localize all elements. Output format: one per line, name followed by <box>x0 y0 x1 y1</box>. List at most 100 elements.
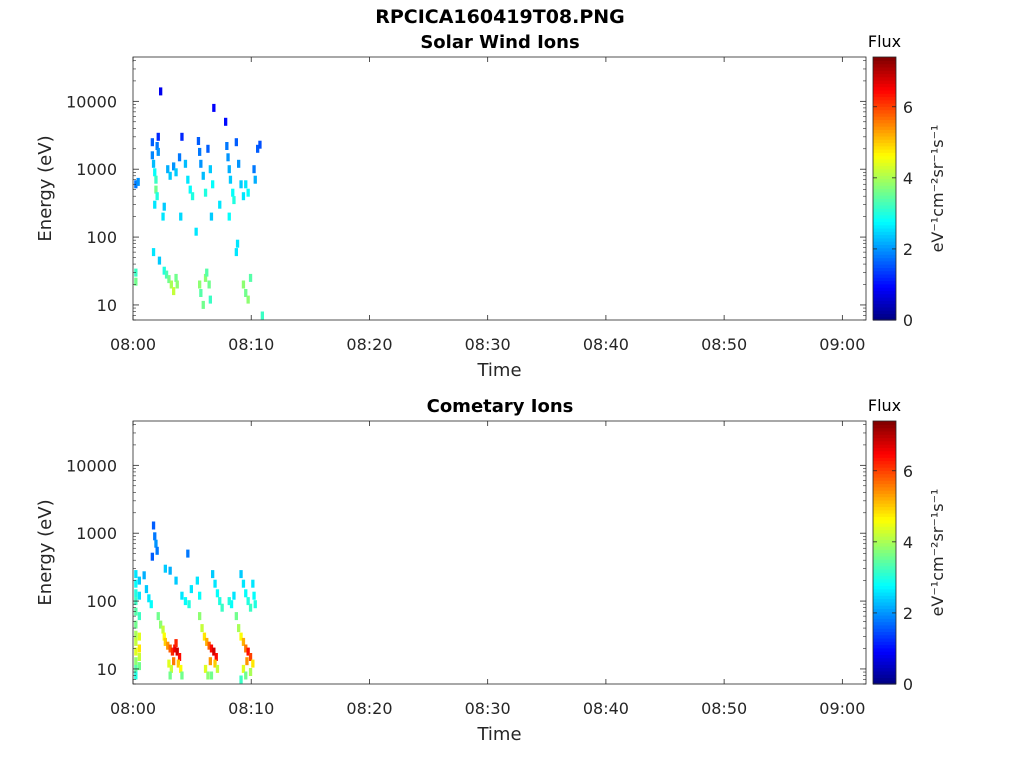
colorbar-step <box>873 483 896 488</box>
heatmap-cell <box>228 175 233 184</box>
x-axis-label: Time <box>476 724 521 745</box>
heatmap-cell <box>168 671 172 680</box>
heatmap-cell <box>234 612 238 621</box>
heatmap-cell <box>196 137 201 145</box>
colorbar-step <box>873 634 896 639</box>
heatmap-cell <box>137 591 141 600</box>
colorbar-step <box>873 536 896 540</box>
heatmap-cell <box>237 159 241 168</box>
colorbar-step <box>873 519 896 524</box>
heatmap-cell <box>198 280 202 289</box>
colorbar-step <box>873 224 896 229</box>
colorbar-step <box>873 231 896 236</box>
colorbar-tick-label: 6 <box>903 98 913 117</box>
heatmap-cell <box>157 256 162 265</box>
heatmap-cells <box>134 521 257 684</box>
colorbar-step <box>873 264 896 268</box>
colorbar-step <box>873 601 896 606</box>
colorbar-step <box>873 467 896 471</box>
colorbar-step <box>873 421 896 425</box>
heatmap-cell <box>155 546 159 555</box>
colorbar-tick-label: 0 <box>903 675 913 694</box>
heatmap-cell <box>198 591 202 600</box>
heatmap-cell <box>224 117 228 126</box>
heatmap-cell <box>155 192 159 201</box>
heatmap-cell <box>232 591 236 600</box>
colorbar-step <box>873 126 896 130</box>
colorbar-step <box>873 637 896 642</box>
x-tick-label: 09:00 <box>819 699 865 718</box>
colorbar-step <box>873 227 896 232</box>
colorbar: 0 2 4 6 Flux eV⁻¹cm⁻²sr⁻¹s⁻¹ <box>868 396 947 694</box>
x-tick-label: 08:50 <box>701 335 747 354</box>
colorbar-step <box>873 476 896 481</box>
heatmap-cell <box>220 603 224 612</box>
colorbar-step <box>873 201 896 206</box>
heatmap-cell <box>246 597 250 606</box>
heatmap-cell <box>147 594 151 603</box>
axes-frame <box>132 56 867 321</box>
colorbar-step <box>873 152 896 157</box>
x-tick-label: 08:10 <box>228 335 274 354</box>
heatmap-cell <box>198 612 202 621</box>
heatmap-cell <box>150 138 154 147</box>
colorbar-step <box>873 109 896 114</box>
heatmap-cell <box>174 576 178 585</box>
heatmap-cell <box>161 212 165 221</box>
heatmap-cells <box>134 87 264 320</box>
colorbar-step <box>873 618 896 623</box>
heatmap-cell <box>244 289 248 297</box>
heatmap-cell <box>189 585 193 594</box>
heatmap-cell <box>209 644 214 653</box>
heatmap-cell <box>134 570 138 579</box>
colorbar-step <box>873 247 896 252</box>
colorbar-step <box>873 539 896 544</box>
colorbar-step <box>873 63 896 68</box>
heatmap-cell <box>134 637 138 646</box>
heatmap-cell <box>208 657 212 666</box>
heatmap-cell <box>172 287 176 296</box>
heatmap-cell <box>237 624 241 633</box>
heatmap-cell <box>241 579 246 588</box>
heatmap-cell <box>248 273 253 282</box>
colorbar-step <box>873 96 896 101</box>
y-tick-label: 100 <box>86 228 117 247</box>
colorbar-title: Flux <box>868 32 901 51</box>
heatmap-cell <box>234 138 238 147</box>
colorbar-step <box>873 572 896 577</box>
colorbar-step <box>873 234 896 239</box>
colorbar-step <box>873 66 896 71</box>
colorbar-step <box>873 430 896 435</box>
colorbar-step <box>873 457 896 462</box>
colorbar-step <box>873 165 896 170</box>
colorbar-step <box>873 195 896 199</box>
y-tick-label: 10000 <box>66 92 117 111</box>
colorbar-step <box>873 254 896 259</box>
colorbar-unit-label: eV⁻¹cm⁻²sr⁻¹s⁻¹ <box>928 489 947 617</box>
colorbar-step <box>873 283 896 288</box>
colorbar-tick-label: 6 <box>903 462 913 481</box>
heatmap-cell <box>246 295 250 304</box>
colorbar-step <box>873 293 896 298</box>
heatmap-cell <box>251 659 255 668</box>
colorbar-step <box>873 460 896 465</box>
heatmap-cell <box>137 576 141 585</box>
colorbar-step <box>873 565 896 570</box>
heatmap-cell <box>215 664 220 673</box>
colorbar-step <box>873 440 896 445</box>
heatmap-cell <box>176 659 180 668</box>
colorbar-step <box>873 453 896 458</box>
heatmap-cell <box>164 270 169 279</box>
heatmap-cell <box>241 280 246 289</box>
heatmap-cell <box>134 579 138 588</box>
heatmap-cell <box>218 200 222 209</box>
colorbar-step <box>873 614 896 619</box>
colorbar-step <box>873 611 896 616</box>
colorbar-step <box>873 310 896 315</box>
heatmap-cell <box>159 87 163 96</box>
colorbar-step <box>873 657 896 662</box>
heatmap-cell <box>137 612 141 621</box>
heatmap-cell <box>241 192 246 201</box>
heatmap-cell <box>175 280 179 289</box>
heatmap-cell <box>198 147 202 156</box>
